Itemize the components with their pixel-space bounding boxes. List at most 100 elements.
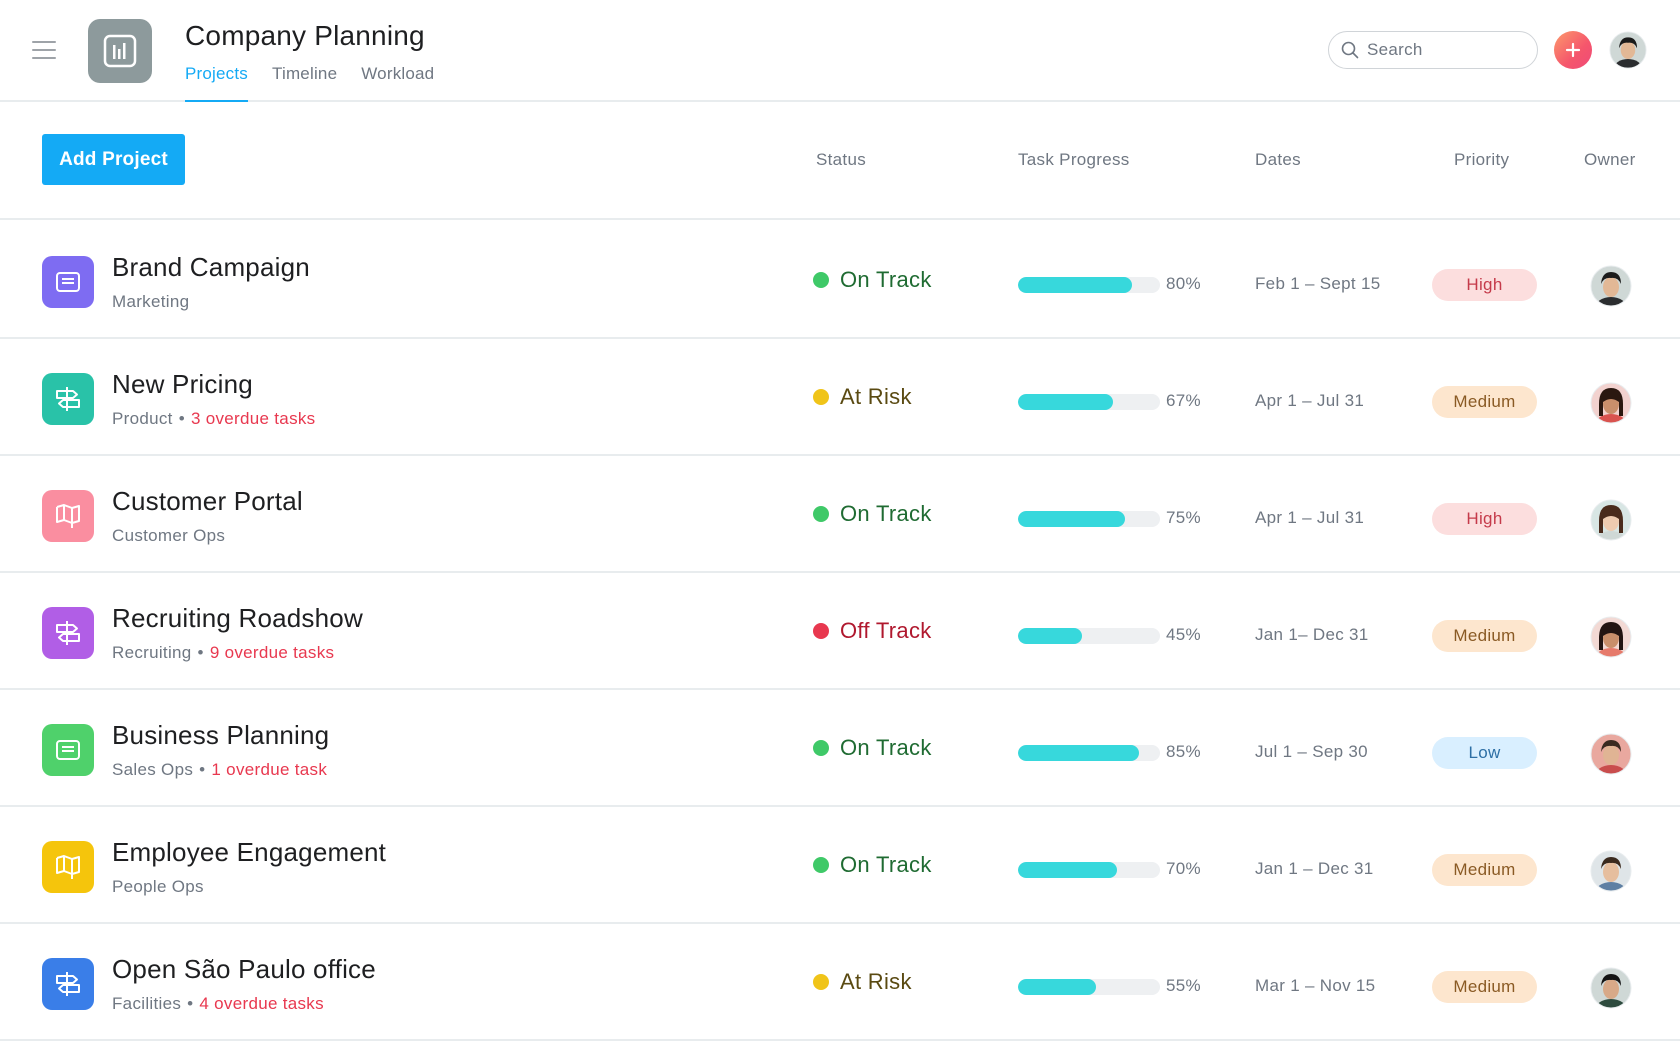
status-dot-icon xyxy=(813,506,829,522)
project-team: Product xyxy=(112,409,173,428)
project-team: Facilities xyxy=(112,994,182,1013)
tab-projects[interactable]: Projects xyxy=(185,62,249,102)
project-subtitle: Facilities • 4 overdue tasks xyxy=(112,994,324,1014)
status-label: On Track xyxy=(840,735,932,760)
search-box[interactable] xyxy=(1328,31,1538,69)
tab-timeline[interactable]: Timeline xyxy=(272,64,338,83)
project-row[interactable]: Recruiting Roadshow Recruiting • 9 overdue… xyxy=(0,573,1680,690)
signpost-icon xyxy=(42,958,94,1010)
status-label: At Risk xyxy=(840,384,912,409)
status-indicator[interactable]: On Track xyxy=(813,267,932,293)
project-row[interactable]: New Pricing Product • 3 overdue tasks At R… xyxy=(0,339,1680,456)
status-indicator[interactable]: At Risk xyxy=(813,384,912,410)
project-dates[interactable]: Apr 1 – Jul 31 xyxy=(1255,391,1365,410)
overdue-tasks[interactable]: 4 overdue tasks xyxy=(199,994,324,1013)
project-team: Customer Ops xyxy=(112,526,226,545)
priority-badge[interactable]: High xyxy=(1432,269,1537,301)
status-dot-icon xyxy=(813,623,829,639)
task-progress-percent: 75% xyxy=(1166,508,1201,527)
owner-avatar[interactable] xyxy=(1590,265,1632,307)
project-dates[interactable]: Jul 1 – Sep 30 xyxy=(1255,742,1368,761)
overdue-wrap: • 4 overdue tasks xyxy=(181,994,324,1013)
project-row[interactable]: Brand Campaign Marketing• On Track 80% F… xyxy=(0,222,1680,339)
project-row[interactable]: Employee Engagement People Ops• On Track… xyxy=(0,807,1680,924)
bar-chart-icon xyxy=(88,19,152,83)
overdue-wrap: • 9 overdue tasks xyxy=(192,643,335,662)
project-dates[interactable]: Jan 1 – Dec 31 xyxy=(1255,859,1374,878)
overdue-tasks[interactable]: 3 overdue tasks xyxy=(190,409,316,428)
project-subtitle: People Ops• xyxy=(112,877,204,897)
add-project-button[interactable]: Add Project xyxy=(42,134,185,185)
status-indicator[interactable]: On Track xyxy=(813,735,932,761)
top-header: Company Planning Projects Timeline Workl… xyxy=(0,0,1680,102)
status-indicator[interactable]: At Risk xyxy=(813,969,912,995)
priority-badge[interactable]: Medium xyxy=(1432,620,1537,652)
task-progress-fill xyxy=(1018,511,1125,527)
owner-avatar[interactable] xyxy=(1590,733,1632,775)
project-row[interactable]: Business Planning Sales Ops • 1 overdue ta… xyxy=(0,690,1680,807)
project-name[interactable]: Recruiting Roadshow xyxy=(112,603,363,633)
priority-badge[interactable]: Medium xyxy=(1432,854,1537,886)
project-name[interactable]: Business Planning xyxy=(112,720,330,750)
status-indicator[interactable]: On Track xyxy=(813,501,932,527)
task-progress-bar xyxy=(1018,277,1160,293)
task-progress-bar xyxy=(1018,511,1160,527)
project-name[interactable]: Customer Portal xyxy=(112,486,303,516)
task-progress-fill xyxy=(1018,979,1097,995)
owner-avatar[interactable] xyxy=(1590,382,1632,424)
overdue-wrap: • 1 overdue task xyxy=(193,760,327,779)
project-row[interactable]: Customer Portal Customer Ops• On Track 7… xyxy=(0,456,1680,573)
owner-avatar[interactable] xyxy=(1590,499,1632,541)
project-dates[interactable]: Apr 1 – Jul 31 xyxy=(1255,508,1365,527)
separator-dot: • xyxy=(199,760,206,779)
column-task-progress[interactable]: Task Progress xyxy=(1018,150,1130,169)
status-indicator[interactable]: Off Track xyxy=(813,618,932,644)
board-icon xyxy=(42,256,94,308)
task-progress-bar xyxy=(1018,745,1160,761)
search-icon xyxy=(1341,41,1359,59)
task-progress-bar xyxy=(1018,862,1160,878)
map-icon xyxy=(42,490,94,542)
map-icon xyxy=(42,841,94,893)
task-progress-percent: 67% xyxy=(1166,391,1201,410)
column-dates[interactable]: Dates xyxy=(1255,150,1301,169)
project-name[interactable]: New Pricing xyxy=(112,369,253,399)
column-owner[interactable]: Owner xyxy=(1584,150,1636,169)
overdue-wrap: • 3 overdue tasks xyxy=(173,409,316,428)
owner-avatar[interactable] xyxy=(1590,850,1632,892)
project-subtitle: Marketing• xyxy=(112,292,189,312)
priority-badge[interactable]: High xyxy=(1432,503,1537,535)
task-progress-bar xyxy=(1018,394,1160,410)
priority-badge[interactable]: Low xyxy=(1432,737,1537,769)
status-dot-icon xyxy=(813,740,829,756)
task-progress-fill xyxy=(1018,745,1139,761)
task-progress-fill xyxy=(1018,628,1082,644)
project-dates[interactable]: Mar 1 – Nov 15 xyxy=(1255,976,1376,995)
priority-badge[interactable]: Medium xyxy=(1432,971,1537,1003)
project-name[interactable]: Open São Paulo office xyxy=(112,954,376,984)
status-indicator[interactable]: On Track xyxy=(813,852,932,878)
task-progress-fill xyxy=(1018,277,1132,293)
user-avatar[interactable] xyxy=(1609,31,1647,69)
search-input[interactable] xyxy=(1367,40,1517,60)
overdue-tasks[interactable]: 9 overdue tasks xyxy=(209,643,335,662)
project-dates[interactable]: Feb 1 – Sept 15 xyxy=(1255,274,1381,293)
project-team: Marketing xyxy=(112,292,190,311)
priority-badge[interactable]: Medium xyxy=(1432,386,1537,418)
column-status[interactable]: Status xyxy=(816,150,866,169)
owner-avatar[interactable] xyxy=(1590,967,1632,1009)
quick-add-button[interactable] xyxy=(1554,31,1592,69)
hamburger-icon[interactable] xyxy=(32,41,56,61)
project-subtitle: Customer Ops• xyxy=(112,526,225,546)
owner-avatar[interactable] xyxy=(1590,616,1632,658)
tab-bar: Projects Timeline Workload xyxy=(185,62,434,102)
overdue-tasks[interactable]: 1 overdue task xyxy=(211,760,328,779)
separator-dot: • xyxy=(197,643,204,662)
column-priority[interactable]: Priority xyxy=(1454,150,1510,169)
project-row[interactable]: Open São Paulo office Facilities • 4 overd… xyxy=(0,924,1680,1041)
project-name[interactable]: Employee Engagement xyxy=(112,837,387,867)
project-dates[interactable]: Jan 1– Dec 31 xyxy=(1255,625,1369,644)
project-name[interactable]: Brand Campaign xyxy=(112,252,310,282)
tab-workload[interactable]: Workload xyxy=(361,64,435,83)
task-progress-bar xyxy=(1018,628,1160,644)
